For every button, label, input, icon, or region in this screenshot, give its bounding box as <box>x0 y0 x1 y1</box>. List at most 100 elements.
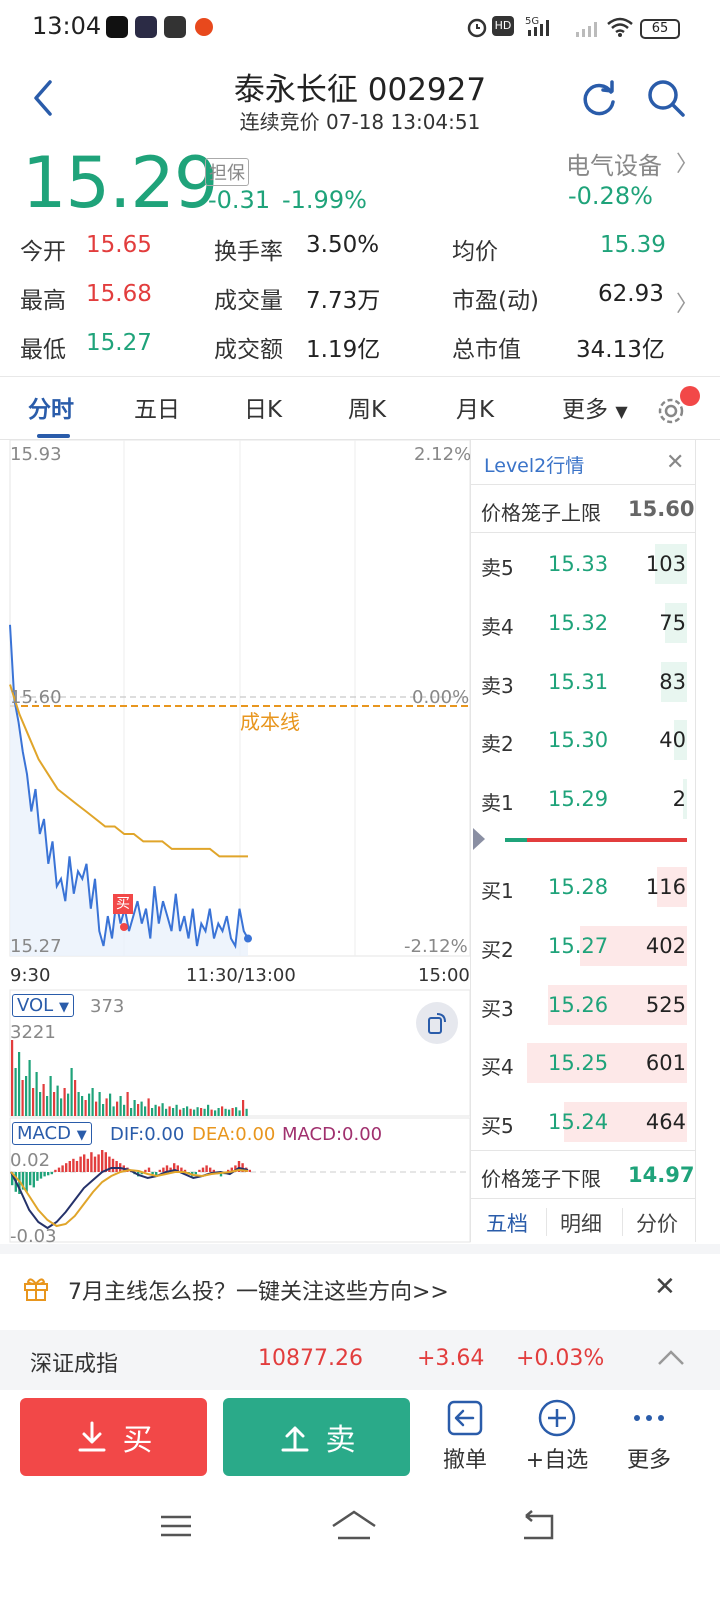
tab-price-distribution[interactable]: 分价 <box>636 1212 678 1236</box>
stat-label: 最高 <box>20 288 66 314</box>
macd-histogram-bar <box>180 1167 183 1172</box>
last-price-dot <box>244 934 252 943</box>
tab-detail[interactable]: 明细 <box>560 1212 602 1236</box>
gap <box>0 1244 720 1254</box>
macd-histogram-bar <box>29 1172 32 1186</box>
sell-icon <box>281 1426 308 1452</box>
promo-banner[interactable] <box>0 1254 720 1326</box>
intraday-chart[interactable] <box>0 440 472 1250</box>
volume-bar <box>25 1076 28 1116</box>
macd-histogram-bar <box>104 1152 107 1172</box>
volume-max-label: 3221 <box>10 1022 56 1043</box>
cancel-order-button[interactable]: 撤单 <box>430 1398 500 1474</box>
macd-low-label: -0.03 <box>10 1226 57 1247</box>
index-change: +3.64 <box>417 1346 485 1371</box>
stat-label: 成交额 <box>214 337 283 363</box>
macd-value: MACD:0.00 <box>282 1124 383 1145</box>
buy-button[interactable]: 买 <box>20 1398 207 1476</box>
tab-monthly-k[interactable]: 月K <box>456 397 495 423</box>
chevron-up-icon[interactable] <box>656 1346 686 1370</box>
tab-five-day[interactable]: 五日 <box>134 397 180 423</box>
macd-histogram-bar <box>209 1167 212 1172</box>
macd-histogram-bar <box>151 1172 154 1175</box>
volume-bar <box>214 1110 217 1116</box>
macd-histogram-bar <box>108 1156 111 1172</box>
bid-price[interactable]: 15.26 <box>548 992 609 1017</box>
bid-level-label: 买2 <box>481 937 514 962</box>
tab-daily-k[interactable]: 日K <box>244 397 283 423</box>
bid-price[interactable]: 15.25 <box>548 1051 609 1076</box>
macd-histogram-bar <box>147 1167 151 1172</box>
volume-bar <box>217 1108 220 1116</box>
ask-price[interactable]: 15.31 <box>548 669 609 694</box>
volume-bar <box>144 1106 147 1116</box>
macd-selector-label: MACD <box>17 1123 71 1144</box>
index-ticker-bar[interactable] <box>0 1330 720 1390</box>
ask-price[interactable]: 15.29 <box>548 787 609 812</box>
lower-limit-label: 价格笼子下限 <box>481 1167 601 1191</box>
tab-more[interactable]: 更多 ▼ <box>562 390 628 424</box>
upper-limit-value: 15.60 <box>628 497 695 521</box>
more-button[interactable]: 更多 <box>614 1398 684 1474</box>
caret-down-icon: ▼ <box>615 402 628 421</box>
bid-price[interactable]: 15.27 <box>548 933 609 958</box>
refresh-icon[interactable] <box>578 78 620 120</box>
ask-price[interactable]: 15.32 <box>548 610 609 635</box>
volume-bar <box>126 1092 129 1116</box>
signal-bars-icon <box>576 22 597 37</box>
gear-icon[interactable] <box>654 394 688 428</box>
ask-volume-bar <box>661 661 687 702</box>
chevron-right-icon[interactable]: 〉 <box>676 152 699 177</box>
level2-title[interactable]: Level2行情 <box>484 455 585 477</box>
signal-5g-icon: 5G <box>525 16 549 36</box>
ask-price[interactable]: 15.33 <box>548 552 609 576</box>
tab-weekly-k[interactable]: 周K <box>348 397 387 423</box>
ask-volume: 103 <box>645 552 686 576</box>
ask-volume-bar <box>655 544 687 584</box>
banner-text[interactable]: 7月主线怎么投？一键关注这些方向>> <box>68 1280 449 1305</box>
bid-volume-bar <box>547 984 687 1025</box>
volume-indicator-selector[interactable]: VOL ▼ <box>12 994 74 1017</box>
rotate-screen-button[interactable] <box>416 1002 458 1044</box>
back-nav-icon[interactable] <box>518 1508 558 1544</box>
tab-five-level[interactable]: 五档 <box>486 1212 528 1236</box>
more-label: 更多 <box>626 1448 671 1473</box>
volume-bar <box>116 1101 119 1116</box>
close-icon[interactable]: ✕ <box>654 1272 676 1302</box>
bid-price[interactable]: 15.28 <box>548 875 609 899</box>
sector-link[interactable]: 电气设备 <box>566 152 662 180</box>
close-icon[interactable]: ✕ <box>666 450 685 475</box>
macd-histogram-bar <box>72 1158 75 1172</box>
ask-volume-bar <box>683 779 687 820</box>
macd-histogram-bar <box>21 1172 25 1190</box>
add-watchlist-label: +自选 <box>525 1448 589 1473</box>
menu-icon[interactable] <box>158 1508 194 1544</box>
upper-limit-label: 价格笼子上限 <box>481 501 601 525</box>
stat-label: 市盈(动) <box>452 288 539 314</box>
home-icon[interactable] <box>330 1508 378 1544</box>
add-watchlist-button[interactable]: +自选 <box>522 1398 592 1474</box>
bid-price[interactable]: 15.24 <box>548 1110 609 1135</box>
spread-indicator <box>473 828 485 850</box>
stat-value: 3.50% <box>306 232 380 258</box>
macd-histogram-bar <box>194 1172 197 1175</box>
ask-price[interactable]: 15.30 <box>548 728 609 753</box>
tab-more-label: 更多 <box>562 397 608 423</box>
volume-bar <box>161 1103 164 1116</box>
ask-volume: 75 <box>659 610 686 635</box>
volume-bar <box>18 1052 21 1116</box>
stat-label: 换手率 <box>214 239 283 265</box>
ask-level-label: 卖4 <box>481 614 514 639</box>
sell-button[interactable]: 卖 <box>223 1398 410 1476</box>
search-icon[interactable] <box>646 78 686 118</box>
chevron-right-icon[interactable]: 〉 <box>676 292 699 317</box>
buy-marker[interactable]: 买 <box>113 894 133 914</box>
ask-volume-bar <box>674 720 687 761</box>
macd-histogram-bar <box>57 1167 61 1172</box>
macd-indicator-selector[interactable]: MACD ▼ <box>12 1122 92 1145</box>
active-tab-indicator <box>37 434 70 438</box>
back-button[interactable] <box>26 78 62 118</box>
tab-intraday[interactable]: 分时 <box>28 397 74 423</box>
volume-bar <box>109 1093 112 1116</box>
stat-value: 34.13亿 <box>576 337 665 363</box>
